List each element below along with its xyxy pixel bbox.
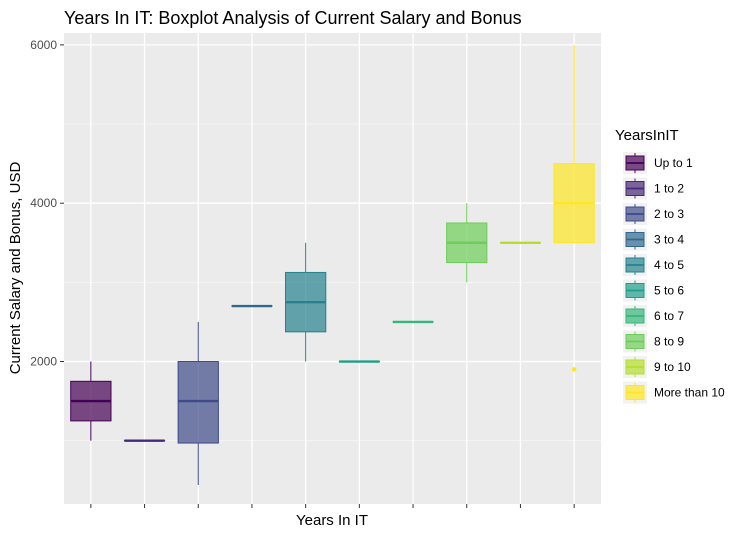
legend-label: 2 to 3: [654, 207, 684, 221]
legend-item: 9 to 10: [623, 356, 691, 378]
legend-label: 4 to 5: [654, 258, 684, 272]
legend-title: YearsInIT: [615, 127, 679, 144]
legend-item: More than 10: [623, 381, 725, 404]
legend-label: 8 to 9: [654, 335, 684, 349]
legend-item: 4 to 5: [623, 254, 684, 276]
box-5: [285, 242, 327, 362]
boxes: [70, 44, 595, 486]
legend-item: Up to 1: [623, 152, 693, 174]
box-10: [553, 44, 595, 372]
legend-label: 5 to 6: [654, 284, 684, 298]
x-axis: [90, 504, 575, 508]
legend-label: 1 to 2: [654, 182, 684, 196]
legend-item: 5 to 6: [623, 279, 684, 302]
legend-label: Up to 1: [654, 156, 693, 170]
legend-label: More than 10: [654, 386, 725, 400]
legend-item: 2 to 3: [623, 203, 684, 225]
legend-item: 3 to 4: [623, 228, 684, 251]
legend-items: Up to 1 1 to 2 2 to 3 3 to 4 4 to 5 5 to 6 6 t…: [623, 152, 725, 404]
legend-item: 6 to 7: [623, 305, 684, 327]
outlier-point: [571, 367, 577, 372]
chart-title: Years In IT: Boxplot Analysis of Current…: [64, 8, 522, 28]
legend-item: 8 to 9: [623, 330, 684, 353]
box-1: [70, 361, 112, 441]
legend-item: 1 to 2: [623, 177, 684, 200]
box-8: [446, 203, 488, 283]
y-tick-label: 2000: [30, 355, 57, 369]
y-axis: 2000 4000 6000: [30, 38, 64, 369]
plot-panel: [64, 33, 601, 504]
legend-label: 3 to 4: [654, 233, 684, 247]
box-3: [177, 321, 219, 486]
legend: YearsInIT Up to 1 1 to 2 2 to 3 3 to 4 4 to …: [615, 127, 725, 404]
y-axis-title: Current Salary and Bonus, USD: [7, 162, 24, 375]
legend-label: 6 to 7: [654, 309, 684, 323]
legend-label: 9 to 10: [654, 360, 691, 374]
y-tick-label: 6000: [30, 38, 57, 52]
y-tick-label: 4000: [30, 196, 57, 210]
x-axis-title: Years In IT: [296, 512, 368, 529]
